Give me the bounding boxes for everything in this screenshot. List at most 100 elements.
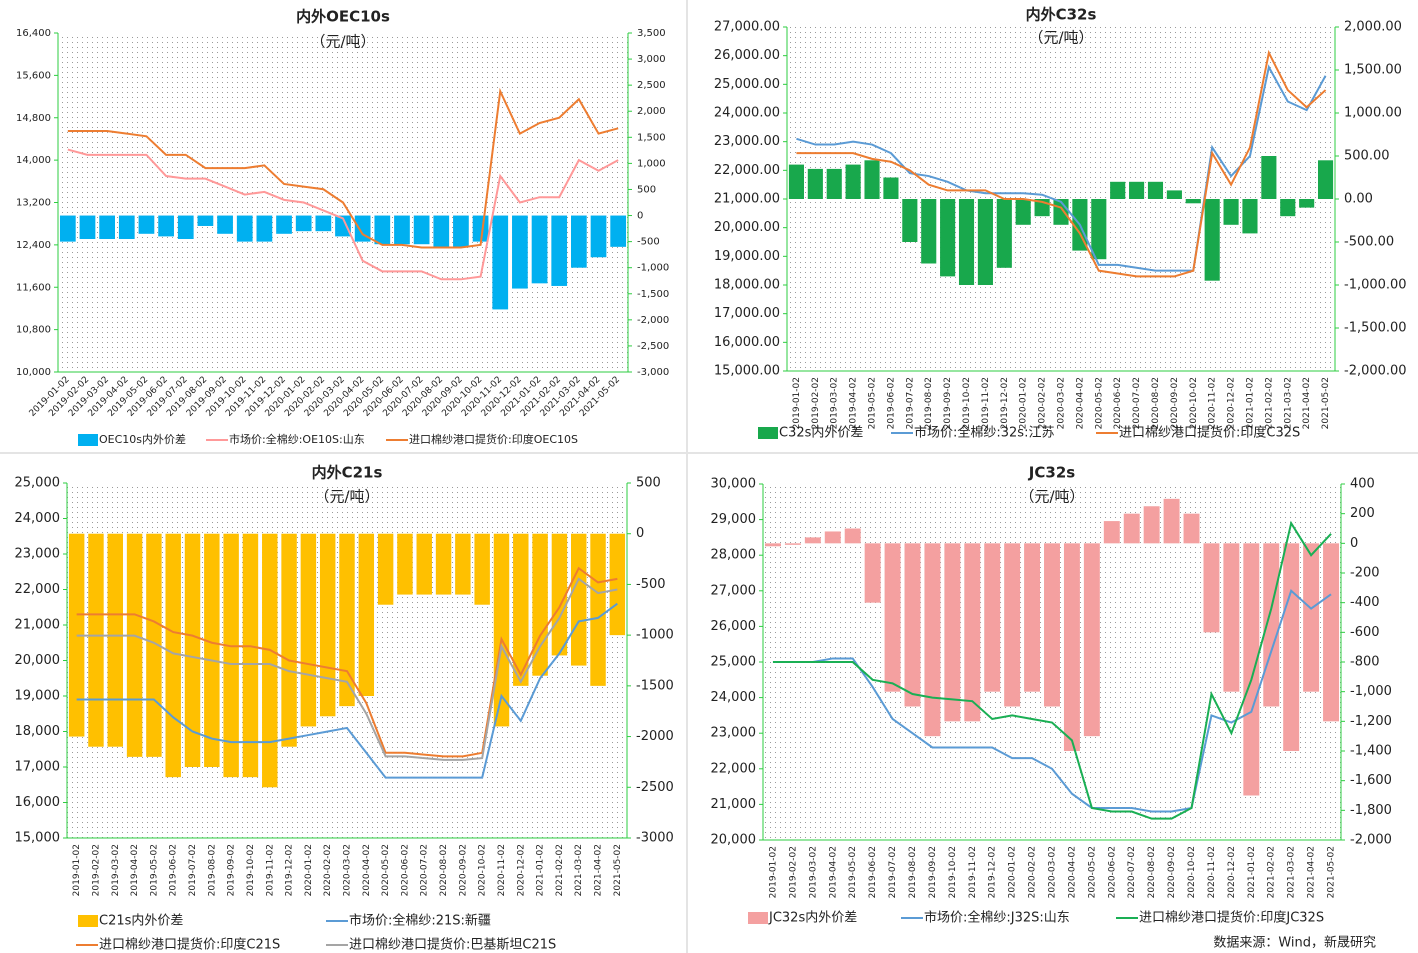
x-tick-label: 2019-06-02 <box>868 846 878 898</box>
x-tick-label: 2020-11-02 <box>1207 846 1217 898</box>
bar <box>1004 543 1021 707</box>
bar <box>921 199 937 264</box>
x-tick-label: 2019-04-02 <box>130 844 140 896</box>
bar <box>455 533 471 595</box>
y-tick-label: 15,000.00 <box>714 364 780 379</box>
bar <box>984 543 1001 692</box>
bar <box>138 215 155 234</box>
bar <box>1083 543 1100 737</box>
bar <box>433 215 450 247</box>
bar <box>165 533 181 778</box>
bar <box>59 215 76 242</box>
y-tick-label: 20,000 <box>711 833 757 848</box>
bar <box>924 543 941 737</box>
chart-subtitle: （元/吨） <box>1028 29 1093 47</box>
x-tick-label: 2020-09-02 <box>458 844 468 896</box>
y2-tick-label: -1,000 <box>1350 684 1392 699</box>
x-tick-label: 2020-03-02 <box>1048 846 1058 898</box>
line <box>772 589 1332 813</box>
x-tick-label: 2020-09-02 <box>1170 377 1180 429</box>
bar <box>1185 199 1201 204</box>
y2-tick-label: 1,000.00 <box>1344 106 1402 121</box>
x-tick-label: 2020-02-02 <box>1028 846 1038 898</box>
bar <box>845 164 861 199</box>
x-tick-label: 2019-01-02 <box>768 846 778 898</box>
y2-tick-label: -1,200 <box>1350 714 1392 729</box>
bar <box>1143 506 1160 544</box>
y-tick-label: 29,000 <box>711 512 757 527</box>
bar <box>1129 181 1145 199</box>
bar <box>474 533 490 605</box>
bar <box>1147 181 1164 199</box>
y2-tick-label: -1,400 <box>1350 744 1392 759</box>
x-tick-label: 2020-01-02 <box>1008 846 1018 898</box>
bar <box>358 533 375 696</box>
bar <box>217 215 233 234</box>
x-tick-label: 2019-08-02 <box>908 846 918 898</box>
y2-tick-label: -1,500 <box>637 289 669 300</box>
legend-swatch <box>758 427 778 439</box>
y2-tick-label: -2,000.00 <box>1344 364 1407 379</box>
y2-tick-label: 0 <box>636 526 644 541</box>
x-tick-label: 2019-11-02 <box>968 846 978 898</box>
bar <box>1242 199 1258 234</box>
y-tick-label: 23,000.00 <box>714 134 780 149</box>
bar <box>844 528 861 544</box>
bar <box>610 215 627 247</box>
bar <box>807 168 823 199</box>
x-tick-label: 2020-03-02 <box>1057 377 1067 429</box>
y2-tick-label: -2,500 <box>637 341 669 352</box>
x-tick-label: 2021-01-02 <box>1245 377 1255 429</box>
bar <box>996 199 1012 268</box>
y-tick-label: 12,400 <box>16 240 51 251</box>
x-tick-label: 2020-05-02 <box>381 844 391 896</box>
y-tick-label: 21,000.00 <box>714 192 780 207</box>
x-tick-label: 2021-05-02 <box>613 844 623 896</box>
chart-subtitle: （元/吨） <box>1019 488 1084 506</box>
bar <box>571 215 587 268</box>
legend-label: 进口棉纱港口提货价:印度JC32S <box>1139 910 1324 926</box>
legend-swatch <box>78 434 98 446</box>
x-tick-label: 2020-06-02 <box>400 844 410 896</box>
x-tick-label: 2021-04-02 <box>1302 377 1312 429</box>
y-tick-label: 13,200 <box>16 198 51 209</box>
legend-label: OEC10s内外价差 <box>99 432 186 446</box>
legend-label: 进口棉纱港口提货价:印度OEC10S <box>409 432 578 446</box>
y2-tick-label: -800 <box>1350 655 1380 670</box>
x-tick-label: 2020-07-02 <box>1127 846 1137 898</box>
x-tick-label: 2020-01-02 <box>304 844 314 896</box>
x-tick-label: 2019-05-02 <box>848 846 858 898</box>
bar <box>1103 521 1120 544</box>
x-tick-label: 2020-01-02 <box>1019 377 1029 429</box>
x-tick-label: 2021-03-02 <box>1283 377 1293 429</box>
bar <box>940 199 956 277</box>
x-tick-label: 2021-05-02 <box>1321 377 1331 429</box>
y-tick-label: 24,000 <box>15 511 61 526</box>
y-tick-label: 14,000 <box>16 155 51 166</box>
legend-label: 市场价:全棉纱:21S:新疆 <box>349 913 491 929</box>
bar <box>1203 543 1220 633</box>
y-tick-label: 15,000 <box>15 831 61 846</box>
bar <box>1283 543 1300 751</box>
x-tick-label: 2020-02-02 <box>323 844 333 896</box>
bar <box>904 543 921 707</box>
x-tick-label: 2019-09-02 <box>943 377 953 429</box>
bar <box>397 533 413 595</box>
x-tick-label: 2019-02-02 <box>788 846 798 898</box>
bar <box>884 543 901 692</box>
y2-tick-label: -400 <box>1350 595 1380 610</box>
x-tick-label: 2020-11-02 <box>1208 377 1218 429</box>
bar <box>453 215 469 247</box>
x-tick-label: 2019-08-02 <box>207 844 217 896</box>
x-tick-label: 2019-12-02 <box>285 844 295 896</box>
x-tick-label: 2020-08-02 <box>1147 846 1157 898</box>
bar <box>79 215 96 240</box>
bar <box>1204 199 1220 281</box>
bar <box>958 199 975 285</box>
bar <box>158 215 174 237</box>
bar <box>236 215 253 242</box>
y-tick-label: 11,600 <box>16 282 51 293</box>
bar <box>1223 199 1239 225</box>
divider <box>686 0 688 953</box>
